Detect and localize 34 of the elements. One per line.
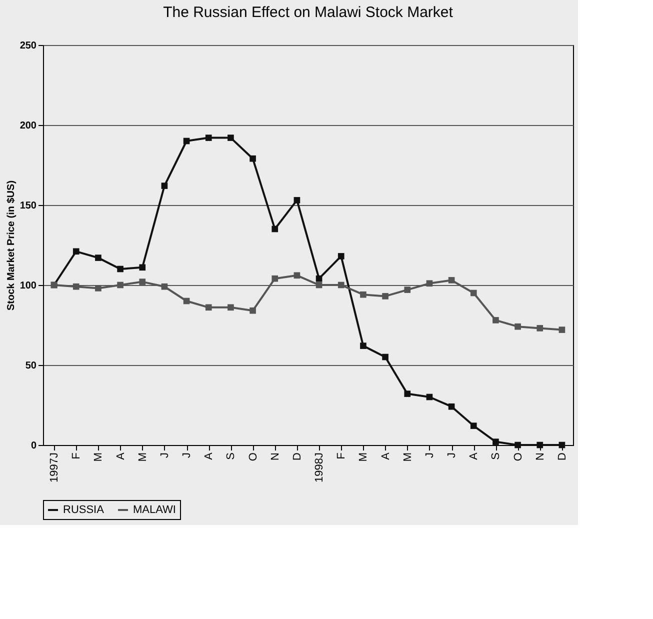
x-tick-label: A [468,452,480,460]
x-tick-label: S [490,452,502,460]
y-tick-label: 200 [20,120,37,132]
x-tick-label: M [358,452,370,462]
x-tick-label: S [225,452,238,460]
x-tick-label: 1998J [314,452,326,482]
x-tick-label: A [203,452,216,460]
x-tick-label: A [380,452,392,460]
x-tick-label: J [181,452,194,458]
legend-label: RUSSIA [63,504,105,516]
legend-label: MALAWI [133,504,176,516]
y-tick-label: 250 [20,40,37,52]
y-tick-label: 150 [20,200,37,212]
x-tick-label: N [269,452,282,460]
y-tick-label: 50 [25,360,37,372]
x-tick-label: M [402,452,414,462]
y-tick-label: 100 [20,280,37,292]
x-tick-label: F [70,452,83,460]
y-tick-label: 0 [30,440,37,452]
x-tick-label: D [556,452,568,460]
x-tick-label: M [92,452,105,462]
x-tick-label: J [424,452,436,458]
x-tick-label: D [291,452,304,460]
chart-title: The Russian Effect on Malawi Stock Market [163,4,454,21]
x-tick-label: O [247,452,260,462]
x-tick-label: 1997J [48,452,61,482]
x-tick-label: A [114,452,127,460]
x-tick-label: F [336,452,348,460]
x-tick-label: J [158,452,171,458]
x-tick-label: N [534,452,546,460]
x-tick-label: M [136,452,149,462]
y-axis-title: Stock Market Price (in $US) [6,180,17,311]
x-tick-label: O [512,452,524,462]
x-tick-label: J [446,452,458,458]
